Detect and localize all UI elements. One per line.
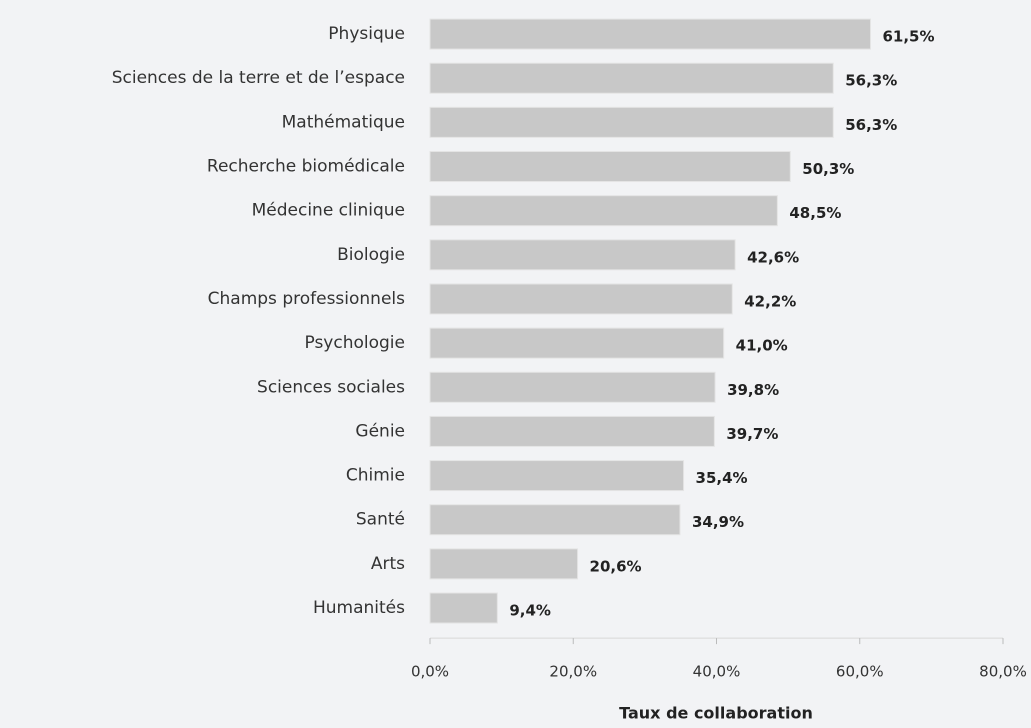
category-label: Chimie: [346, 466, 405, 486]
category-label: Arts: [371, 554, 405, 574]
x-tick-label: 40,0%: [693, 663, 741, 681]
category-label: Humanités: [313, 598, 405, 618]
bar: [429, 504, 681, 536]
value-label: 56,3%: [845, 72, 897, 90]
value-label: 61,5%: [882, 28, 934, 46]
value-label: 41,0%: [736, 337, 788, 355]
value-label: 39,7%: [726, 425, 778, 443]
category-label: Génie: [355, 421, 405, 441]
category-label: Sciences sociales: [257, 377, 405, 397]
category-label: Physique: [328, 24, 405, 44]
value-label: 42,2%: [744, 292, 796, 310]
category-label: Mathématique: [282, 112, 405, 132]
bar: [429, 106, 834, 138]
category-label: Recherche biomédicale: [207, 157, 405, 177]
bar: [429, 371, 716, 403]
value-label: 50,3%: [802, 160, 854, 178]
category-label: Biologie: [337, 245, 405, 265]
bar: [429, 151, 791, 183]
x-tick-label: 20,0%: [549, 663, 597, 681]
category-label: Champs professionnels: [208, 289, 405, 309]
value-label: 56,3%: [845, 116, 897, 134]
value-label: 35,4%: [696, 469, 748, 487]
bar: [429, 239, 736, 271]
value-label: 39,8%: [727, 381, 779, 399]
x-tick-label: 60,0%: [836, 663, 884, 681]
bar: [429, 18, 871, 50]
value-label: 34,9%: [692, 513, 744, 531]
value-label: 42,6%: [747, 248, 799, 266]
bar: [429, 327, 725, 359]
category-label: Sciences de la terre et de l’espace: [112, 68, 405, 88]
x-tick-label: 80,0%: [979, 663, 1027, 681]
bar: [429, 592, 498, 624]
bar: [429, 62, 834, 94]
value-label: 48,5%: [789, 204, 841, 222]
bar: [429, 195, 778, 227]
category-label: Psychologie: [305, 333, 406, 353]
category-label: Santé: [356, 510, 405, 530]
bar: [429, 548, 579, 580]
x-axis-title: Taux de collaboration: [619, 704, 813, 723]
value-label: 9,4%: [509, 602, 551, 620]
bar: [429, 283, 733, 315]
category-label: Médecine clinique: [252, 201, 405, 221]
bar: [429, 460, 685, 492]
bar: [429, 415, 715, 447]
x-tick-label: 0,0%: [411, 663, 449, 681]
value-label: 20,6%: [590, 557, 642, 575]
